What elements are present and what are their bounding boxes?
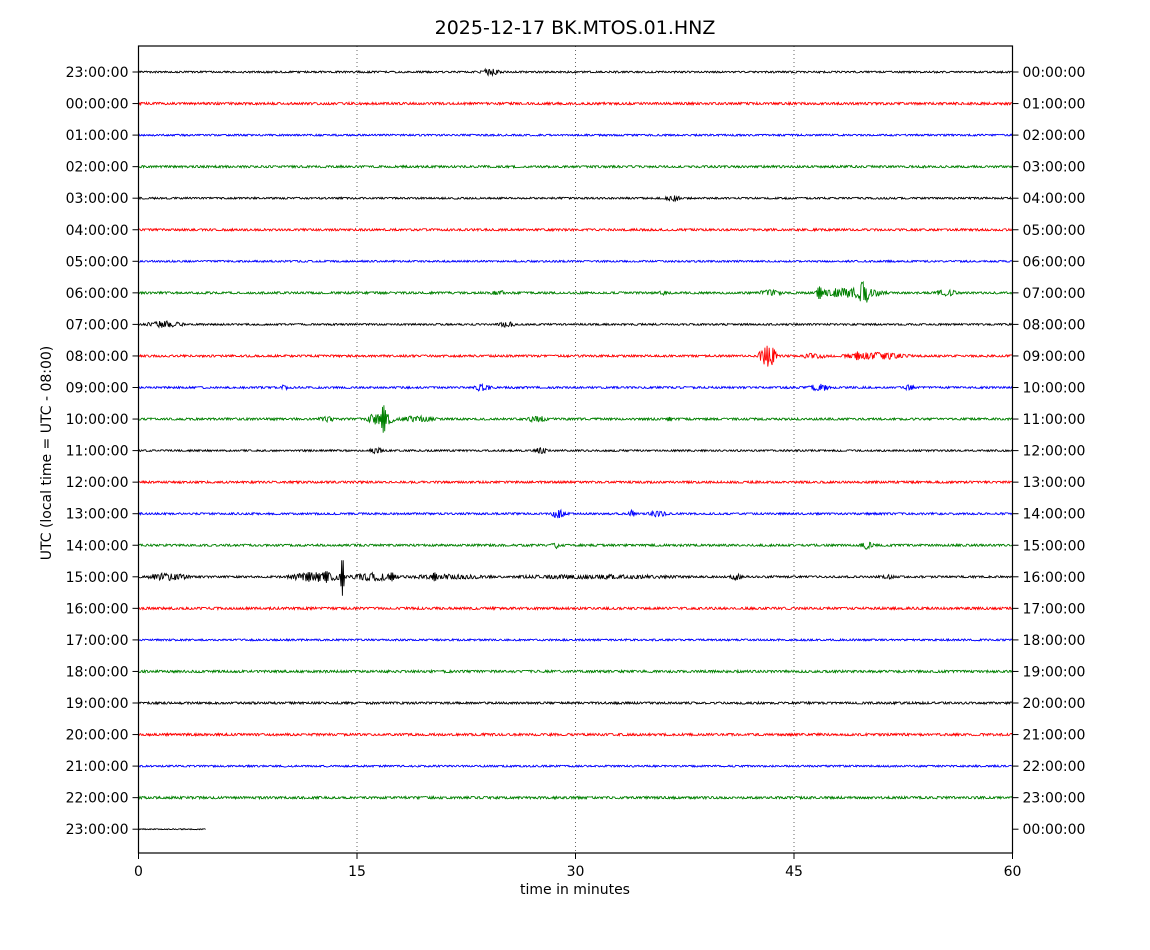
- trace-030000-black: [138, 195, 1013, 203]
- left-tick-label: 07:00:00: [66, 317, 129, 333]
- trace-220000-green: [138, 795, 1013, 801]
- trace-150000-black: [138, 560, 1013, 596]
- right-tick-label: 07:00:00: [1023, 286, 1086, 302]
- trace-230000-black: [138, 828, 206, 831]
- right-tick-label: 11:00:00: [1023, 412, 1086, 428]
- left-tick-label: 01:00:00: [66, 128, 129, 144]
- right-tick-label: 13:00:00: [1023, 475, 1086, 491]
- x-tick-label: 45: [785, 864, 803, 880]
- right-tick-label: 20:00:00: [1023, 696, 1086, 712]
- right-tick-label: 10:00:00: [1023, 381, 1086, 397]
- right-tick-label: 14:00:00: [1023, 507, 1086, 523]
- trace-230000-black: [138, 67, 1013, 77]
- trace-050000-blue: [138, 259, 1013, 264]
- trace-090000-blue: [138, 383, 1013, 392]
- right-tick-label: 18:00:00: [1023, 633, 1086, 649]
- trace-040000-red: [138, 227, 1013, 233]
- trace-200000-red: [138, 731, 1013, 738]
- trace-210000-blue: [138, 764, 1013, 769]
- trace-170000-blue: [138, 637, 1013, 642]
- right-tick-label: 19:00:00: [1023, 664, 1086, 680]
- left-tick-label: 12:00:00: [66, 475, 129, 491]
- x-tick-label: 0: [134, 864, 143, 880]
- trace-140000-green: [138, 541, 1013, 550]
- left-tick-label: 00:00:00: [66, 97, 129, 113]
- right-tick-label: 05:00:00: [1023, 223, 1086, 239]
- right-tick-label: 01:00:00: [1023, 97, 1086, 113]
- right-tick-label: 08:00:00: [1023, 317, 1086, 333]
- axes: 23:00:00 00:00:00 00:00:00 01:00:00 01:00:00…: [66, 65, 1086, 880]
- right-tick-label: 03:00:00: [1023, 160, 1086, 176]
- right-tick-label: 12:00:00: [1023, 444, 1086, 460]
- left-tick-label: 17:00:00: [66, 633, 129, 649]
- left-tick-label: 02:00:00: [66, 160, 129, 176]
- chart-title: 2025-12-17 BK.MTOS.01.HNZ: [434, 17, 716, 39]
- right-tick-label: 06:00:00: [1023, 254, 1086, 270]
- left-tick-label: 20:00:00: [66, 728, 129, 744]
- left-tick-label: 11:00:00: [66, 444, 129, 460]
- right-tick-label: 15:00:00: [1023, 538, 1086, 554]
- right-tick-label: 09:00:00: [1023, 349, 1086, 365]
- left-tick-label: 23:00:00: [66, 822, 129, 838]
- trace-000000-red: [138, 100, 1013, 107]
- trace-080000-red: [138, 345, 1013, 367]
- left-tick-label: 21:00:00: [66, 759, 129, 775]
- x-axis-label: time in minutes: [520, 882, 630, 898]
- left-tick-label: 10:00:00: [66, 412, 129, 428]
- trace-160000-red: [138, 605, 1013, 612]
- right-tick-label: 16:00:00: [1023, 570, 1086, 586]
- right-tick-label: 02:00:00: [1023, 128, 1086, 144]
- left-tick-label: 03:00:00: [66, 191, 129, 207]
- left-tick-label: 05:00:00: [66, 254, 129, 270]
- left-tick-label: 23:00:00: [66, 65, 129, 81]
- x-tick-label: 30: [567, 864, 585, 880]
- right-tick-label: 17:00:00: [1023, 601, 1086, 617]
- left-tick-label: 14:00:00: [66, 538, 129, 554]
- x-tick-label: 15: [348, 864, 366, 880]
- trace-060000-green: [138, 280, 1013, 303]
- right-tick-label: 23:00:00: [1023, 791, 1086, 807]
- trace-110000-black: [138, 446, 1013, 455]
- gridlines: [356, 46, 795, 853]
- left-tick-label: 18:00:00: [66, 664, 129, 680]
- trace-120000-red: [138, 479, 1013, 485]
- left-tick-label: 09:00:00: [66, 381, 129, 397]
- left-tick-label: 15:00:00: [66, 570, 129, 586]
- left-tick-label: 08:00:00: [66, 349, 129, 365]
- left-tick-label: 04:00:00: [66, 223, 129, 239]
- right-tick-label: 04:00:00: [1023, 191, 1086, 207]
- traces: [138, 67, 1013, 831]
- right-tick-label: 00:00:00: [1023, 822, 1086, 838]
- x-tick-label: 60: [1004, 864, 1022, 880]
- trace-070000-black: [138, 319, 1013, 329]
- trace-100000-green: [138, 405, 1013, 433]
- right-tick-label: 21:00:00: [1023, 728, 1086, 744]
- left-tick-label: 16:00:00: [66, 601, 129, 617]
- trace-130000-blue: [138, 508, 1013, 519]
- trace-180000-green: [138, 668, 1013, 675]
- trace-190000-black: [138, 700, 1013, 706]
- trace-010000-blue: [138, 133, 1013, 138]
- left-tick-label: 13:00:00: [66, 507, 129, 523]
- left-tick-label: 06:00:00: [66, 286, 129, 302]
- right-tick-label: 00:00:00: [1023, 65, 1086, 81]
- left-tick-label: 22:00:00: [66, 791, 129, 807]
- left-tick-label: 19:00:00: [66, 696, 129, 712]
- right-tick-label: 22:00:00: [1023, 759, 1086, 775]
- trace-020000-green: [138, 164, 1013, 170]
